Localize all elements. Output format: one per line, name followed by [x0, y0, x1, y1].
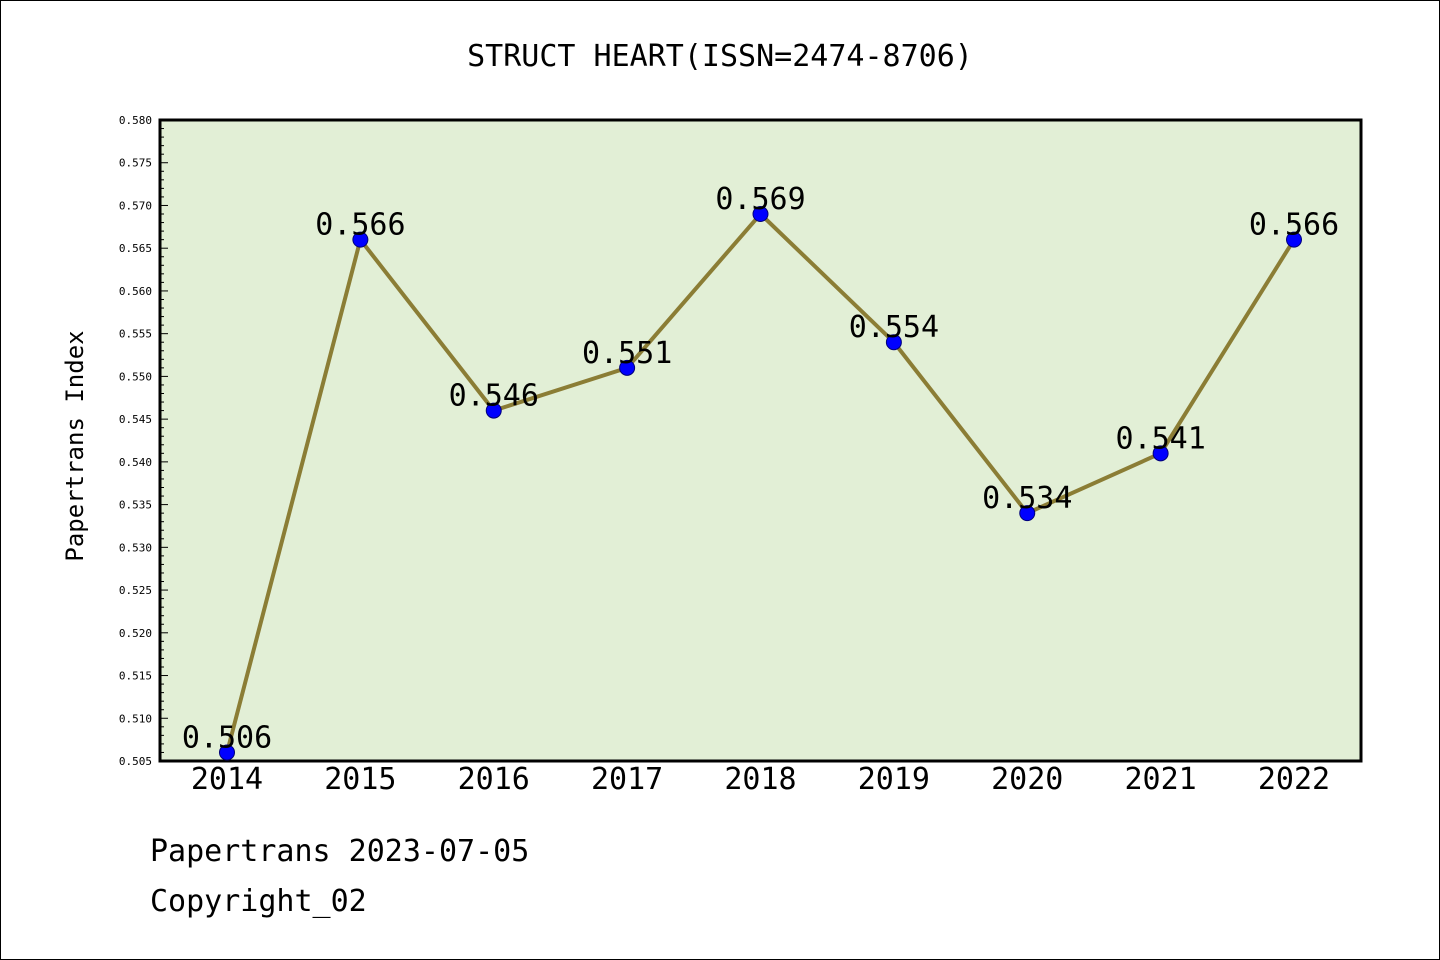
- data-point: [352, 231, 369, 248]
- data-point: [885, 334, 902, 351]
- y-tick-label: 0.505: [119, 755, 152, 768]
- data-point: [219, 744, 235, 761]
- y-tick-label: 0.565: [119, 242, 152, 255]
- y-tick-label: 0.560: [119, 285, 152, 298]
- chart-title: STRUCT HEART(ISSN=2474-8706): [467, 39, 973, 74]
- y-tick-label: 0.530: [119, 541, 152, 554]
- x-tick-label: 2016: [458, 762, 530, 797]
- footer-copyright: Copyright_02: [150, 884, 367, 919]
- x-tick-label: 2022: [1258, 762, 1330, 797]
- x-tick-label: 2014: [191, 762, 263, 797]
- data-point: [1286, 231, 1302, 248]
- y-tick-label: 0.545: [119, 413, 152, 426]
- y-tick-label: 0.540: [119, 456, 152, 469]
- x-tick-label: 2018: [724, 762, 796, 797]
- y-tick-label: 0.520: [119, 627, 152, 640]
- plot-area: [160, 120, 1361, 761]
- data-point: [1019, 505, 1036, 522]
- x-tick-label: 2015: [324, 762, 396, 797]
- data-label: 0.506: [182, 720, 272, 755]
- y-tick-label: 0.510: [119, 712, 152, 725]
- x-tick-label: 2017: [591, 762, 663, 797]
- y-tick-label: 0.555: [119, 328, 152, 341]
- data-point: [752, 206, 769, 223]
- x-tick-label: 2019: [858, 762, 930, 797]
- data-label: 0.534: [982, 481, 1072, 516]
- y-tick-label: 0.525: [119, 584, 152, 597]
- data-label: 0.541: [1115, 421, 1205, 456]
- x-axis-ticks: 2014 2015 2016 2017 2018 2019 2020 2021 2022: [191, 762, 1330, 797]
- y-tick-label: 0.575: [119, 157, 152, 170]
- data-label: 0.554: [849, 310, 939, 345]
- data-point: [485, 402, 502, 419]
- footer-date: Papertrans 2023-07-05: [150, 834, 530, 869]
- data-labels: 0.506 0.566 0.546 0.551 0.569 0.554 0.534 0.541…: [182, 182, 1339, 755]
- y-axis-ticks: 0.505 0.510 0.515 0.520 0.525 0.530 0.535 0.540…: [119, 114, 168, 768]
- y-tick-label: 0.580: [119, 114, 152, 127]
- data-label: 0.551: [582, 336, 672, 371]
- y-tick-label: 0.515: [119, 670, 152, 683]
- data-label: 0.566: [1249, 208, 1339, 243]
- y-tick-label: 0.570: [119, 199, 152, 212]
- data-label: 0.566: [315, 208, 405, 243]
- plot-border: [158, 118, 1363, 763]
- data-label: 0.569: [715, 182, 805, 217]
- y-tick-label: 0.535: [119, 499, 152, 512]
- y-tick-label: 0.550: [119, 370, 152, 383]
- data-point: [619, 359, 636, 376]
- y-axis-label: Papertrans Index: [61, 330, 89, 561]
- x-tick-label: 2021: [1125, 762, 1197, 797]
- data-point: [1152, 445, 1169, 462]
- data-label: 0.546: [449, 379, 539, 414]
- series-layer: [219, 206, 1302, 761]
- x-tick-label: 2020: [991, 762, 1063, 797]
